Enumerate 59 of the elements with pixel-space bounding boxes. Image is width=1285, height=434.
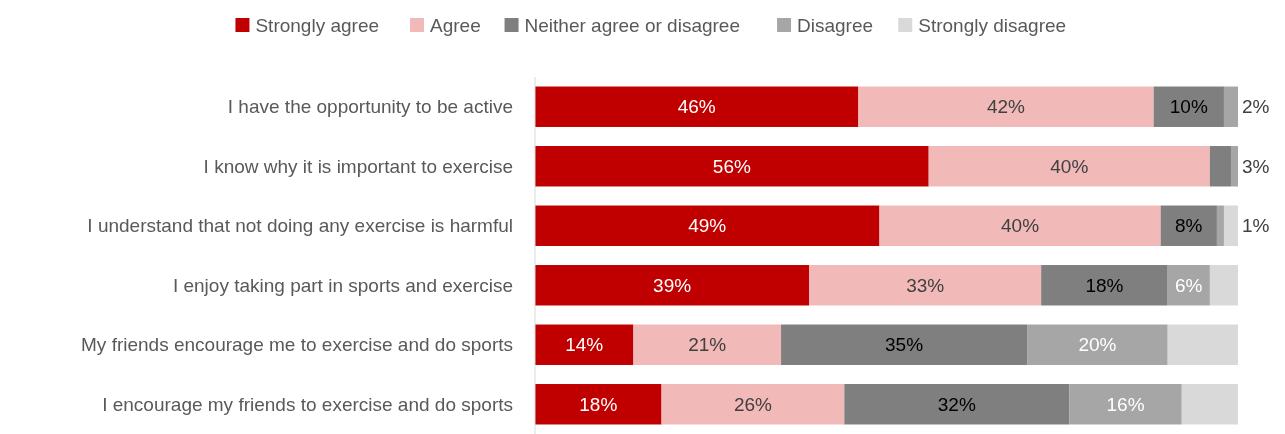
data-label: 26% [733,393,773,415]
bar [1209,265,1238,306]
y-tick-label: I know why it is important to exercise [203,155,513,177]
y-tick-label: I understand that not doing any exercise is harmful [87,215,513,237]
bar [858,86,1154,127]
legend-label: Disagree [797,14,874,36]
bar [535,146,929,187]
data-label: 18% [579,393,618,415]
bar [844,384,1070,425]
bar [535,86,859,127]
bar [535,265,810,306]
data-label: 14% [565,334,604,356]
data-label: 20% [1078,334,1117,356]
data-label: 21% [688,334,727,356]
bar [1223,205,1238,246]
data-label: 40% [1001,215,1040,237]
data-label: 6% [1175,274,1203,296]
data-label: 3% [1242,155,1270,177]
bar [781,324,1028,365]
data-label: 33% [906,274,945,296]
data-label: 35% [885,334,924,356]
data-label: 32% [937,393,976,415]
bar [1230,146,1238,187]
bar [1181,384,1238,425]
y-tick-label: I encourage my friends to exercise and do sports [102,393,513,415]
bar [1069,384,1182,425]
legend-label: Strongly disagree [918,14,1067,36]
data-label: 16% [1106,393,1145,415]
data-label: 49% [688,215,727,237]
bar [928,146,1210,187]
bar [1209,146,1231,187]
bar [1167,324,1238,365]
bar [1223,86,1238,127]
legend-label: Neither agree or disagree [524,14,741,36]
bar [535,384,662,425]
data-label: 40% [1050,155,1089,177]
y-tick-label: I enjoy taking part in sports and exercise [172,274,513,296]
bar [1041,265,1168,306]
y-tick-label: My friends encourage me to exercise and do sports [81,334,513,356]
bar [633,324,782,365]
data-label: 1% [1242,215,1270,237]
data-label: 56% [712,155,751,177]
bar [809,265,1042,306]
data-label: 8% [1175,215,1203,237]
data-label: 18% [1085,274,1124,296]
legend-label: Agree [430,14,481,36]
bar [879,205,1161,246]
bar [535,324,634,365]
data-label: 2% [1242,96,1270,118]
y-tick-label: I have the opportunity to be active [227,96,513,118]
legend-label: Strongly agree [255,14,380,36]
bar [1027,324,1168,365]
data-label: 46% [677,96,716,118]
bar [535,205,880,246]
data-label: 10% [1169,96,1208,118]
bar [661,384,845,425]
data-label: 42% [986,96,1026,118]
data-label: 39% [653,274,692,296]
bar [1216,205,1224,246]
